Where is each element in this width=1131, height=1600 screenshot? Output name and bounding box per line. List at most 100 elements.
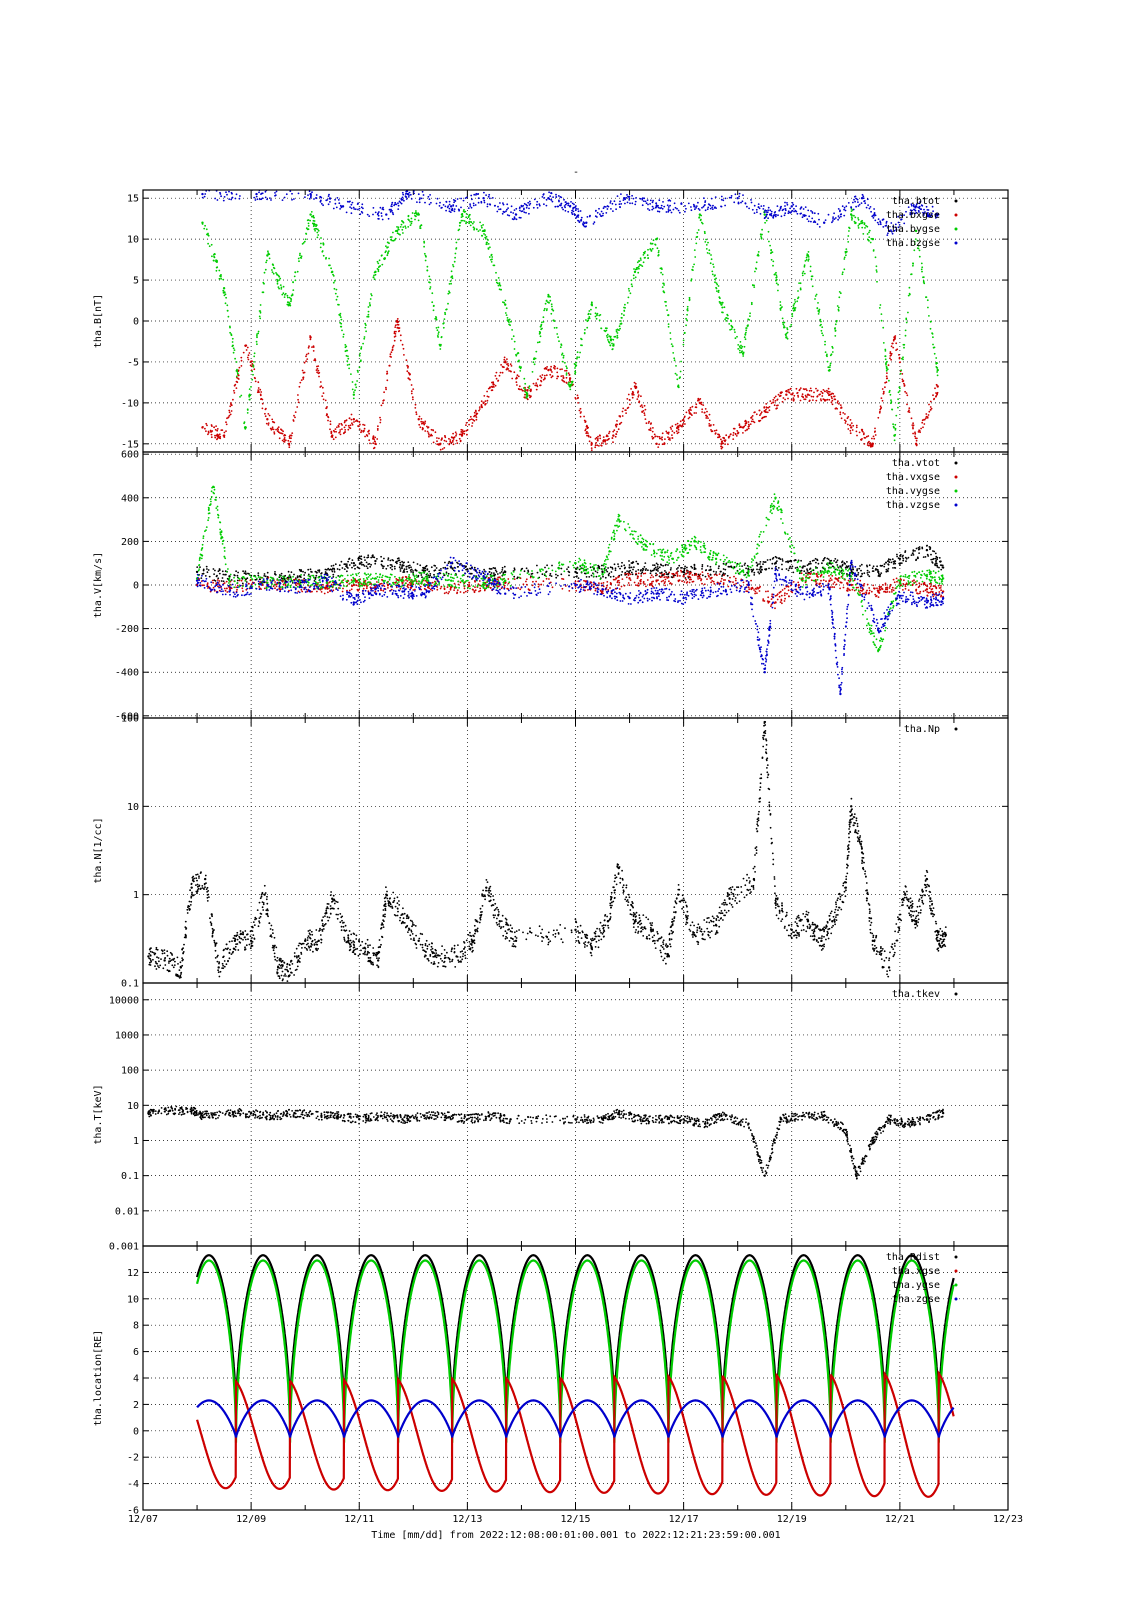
data-point [784,212,787,215]
data-point [540,328,542,331]
data-point [746,429,748,431]
data-point [241,587,244,590]
data-point [649,203,651,205]
data-point [264,190,267,193]
data-point [363,424,366,426]
data-point [452,439,454,442]
data-point [314,570,317,573]
data-point [490,253,493,256]
data-point [327,419,329,422]
data-point [775,214,777,216]
data-point [819,393,821,396]
data-point [470,418,473,420]
data-point [887,364,890,366]
data-point [236,588,238,591]
data-point [872,435,875,438]
data-point [763,213,766,216]
data-point [920,208,923,211]
data-point [222,289,225,292]
data-point [429,287,431,290]
data-point [337,199,340,201]
data-point [882,226,885,228]
data-point [401,343,404,346]
data-point [465,196,468,199]
data-point [857,225,860,227]
data-point [390,208,392,211]
data-point [791,393,794,396]
data-point [309,336,312,339]
data-point [934,557,937,560]
data-point [680,425,683,428]
data-point [578,409,581,412]
data-point [810,395,813,398]
data-point [327,416,330,419]
data-point [679,420,682,423]
data-point [331,436,334,438]
data-point [379,416,381,419]
data-point [579,415,582,418]
data-point [545,368,548,370]
data-point [914,433,917,435]
data-point [890,345,893,348]
data-point [930,320,932,323]
data-point [433,564,436,567]
data-point [225,296,228,299]
data-point [831,351,834,353]
data-point [360,555,363,558]
data-point [473,221,475,223]
data-point [231,337,234,340]
data-point [763,217,766,220]
data-point [584,420,587,423]
data-point [589,214,591,217]
data-point [861,197,864,200]
data-point [915,547,918,550]
data-point [376,438,379,440]
data-point [469,415,472,418]
data-point [229,325,231,328]
data-point [290,437,292,440]
data-point [912,424,915,427]
data-point [385,245,387,248]
data-point [633,270,637,274]
data-point [693,249,696,252]
data-point [493,386,495,388]
data-point [655,568,658,571]
data-point [824,343,826,346]
data-point [372,437,375,440]
data-point [536,207,539,209]
data-point [714,196,717,199]
data-point [565,369,568,372]
data-point [315,197,318,200]
data-point [918,429,920,432]
data-point [793,207,795,210]
data-point [270,199,272,201]
data-point [296,575,299,578]
data-point [229,413,232,416]
data-point [644,562,647,564]
data-point [271,418,274,421]
data-point [567,202,569,205]
data-point [685,317,687,320]
data-point [257,387,260,389]
data-point [820,323,822,326]
data-point [772,398,775,401]
data-point [320,237,322,239]
data-point [840,417,843,420]
data-point [860,438,862,441]
data-point [511,329,513,331]
data-point [607,340,610,343]
data-point [233,349,236,351]
data-point [618,423,621,425]
data-point [653,564,656,567]
data-point [196,566,199,568]
data-point [898,224,901,226]
data-point [428,275,431,278]
data-point [612,210,614,213]
data-point [792,399,795,402]
data-point [908,286,911,289]
data-point [661,436,663,439]
data-point [402,221,405,224]
data-point [604,576,607,579]
data-point [248,395,251,398]
data-point [912,427,914,430]
